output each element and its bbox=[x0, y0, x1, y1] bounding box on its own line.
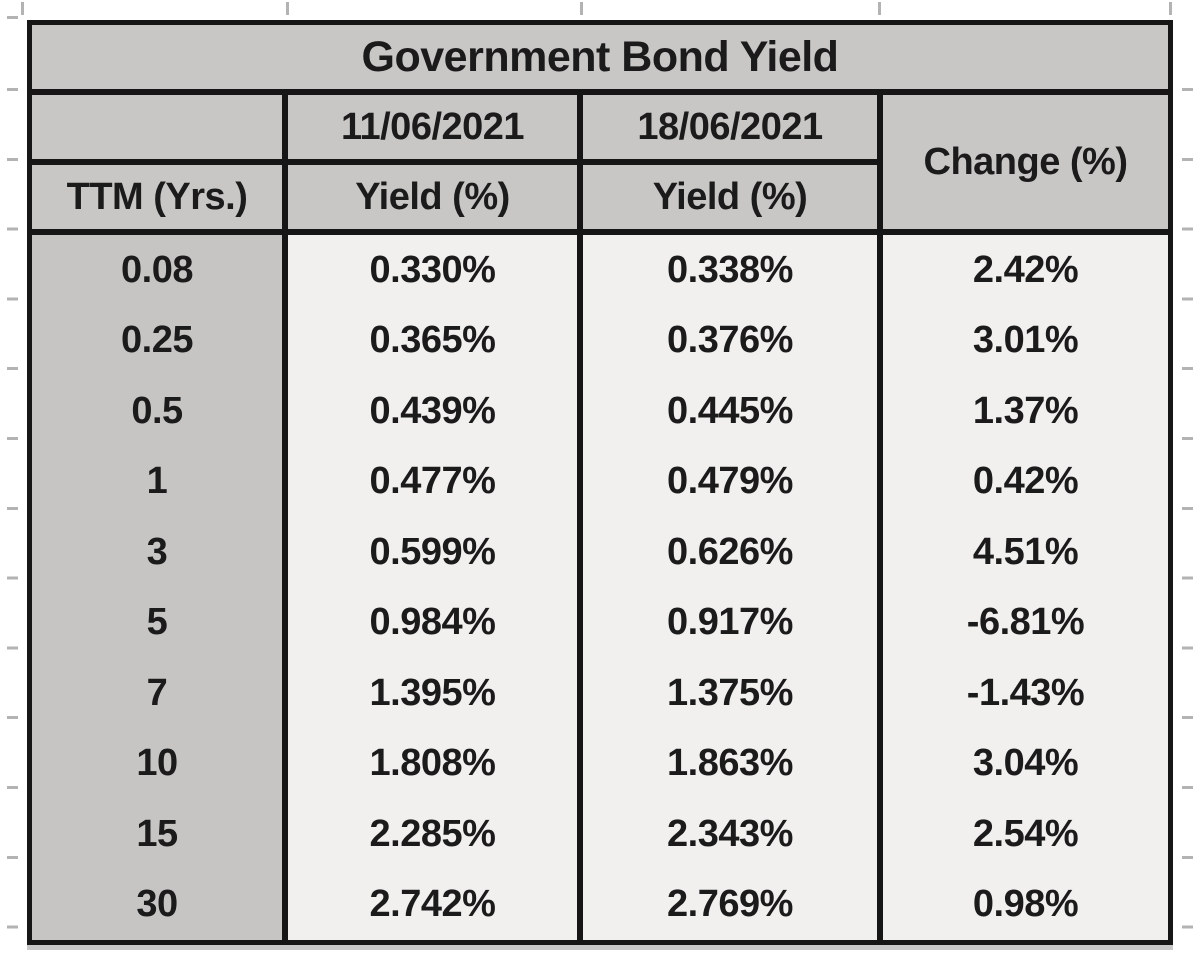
gridline-tick bbox=[878, 2, 881, 15]
yield-value: 1.808% bbox=[369, 742, 496, 785]
ttm-value: 30 bbox=[136, 883, 178, 926]
yield-value: 0.917% bbox=[667, 601, 793, 644]
bond-yield-table: Government Bond Yield 11/06/2021 18/06/2… bbox=[27, 20, 1173, 945]
change-value: 1.37% bbox=[972, 389, 1079, 432]
yield-value: 2.769% bbox=[667, 883, 793, 926]
gridline-tick bbox=[7, 16, 18, 19]
yield-value: 0.338% bbox=[667, 248, 793, 291]
change-value: 3.04% bbox=[972, 742, 1079, 785]
gridline-tick bbox=[286, 2, 289, 15]
yield-value: 0.626% bbox=[667, 530, 793, 573]
yield-value: 1.375% bbox=[667, 671, 793, 714]
ttm-value: 3 bbox=[146, 530, 168, 573]
change-value: 3.01% bbox=[972, 319, 1079, 362]
yield-value: 0.439% bbox=[369, 389, 496, 432]
change-value: 0.98% bbox=[972, 883, 1079, 926]
yield-value: 0.479% bbox=[667, 460, 793, 503]
ttm-value: 1 bbox=[146, 460, 168, 503]
yield-value: 0.330% bbox=[369, 248, 496, 291]
change-value: 2.54% bbox=[972, 812, 1079, 855]
header-date-11-06-2021: 11/06/2021 bbox=[288, 95, 577, 159]
yield-value: 0.984% bbox=[369, 601, 496, 644]
yield-value: 0.445% bbox=[667, 389, 793, 432]
gridline-tick bbox=[21, 2, 24, 15]
gridline-ticks-left bbox=[7, 88, 18, 936]
column-yield-18-06-2021: 0.338% 0.376% 0.445% 0.479% 0.626% 0.917… bbox=[583, 235, 877, 940]
ttm-value: 0.5 bbox=[131, 389, 183, 432]
yield-value: 1.863% bbox=[667, 742, 793, 785]
table-title: Government Bond Yield bbox=[32, 25, 1168, 89]
yield-value: 1.395% bbox=[369, 671, 496, 714]
change-value: 0.42% bbox=[972, 460, 1079, 503]
gridline-ticks-right bbox=[1182, 88, 1193, 936]
ttm-value: 0.08 bbox=[121, 248, 193, 291]
change-value: 2.42% bbox=[972, 248, 1079, 291]
yield-value: 0.477% bbox=[369, 460, 496, 503]
gridline-tick bbox=[1169, 2, 1172, 15]
header-yield-pct-left: Yield (%) bbox=[288, 165, 577, 229]
gridline-tick bbox=[580, 2, 583, 15]
change-value: -6.81% bbox=[966, 601, 1085, 644]
header-ttm-years: TTM (Yrs.) bbox=[32, 165, 282, 229]
corner-blank-cell bbox=[32, 95, 282, 159]
ttm-value: 7 bbox=[146, 671, 168, 714]
change-value: 4.51% bbox=[972, 530, 1079, 573]
ttm-value: 5 bbox=[146, 601, 168, 644]
yield-value: 0.365% bbox=[369, 319, 496, 362]
yield-value: 2.285% bbox=[369, 812, 496, 855]
ttm-value: 15 bbox=[136, 812, 178, 855]
yield-value: 0.376% bbox=[667, 319, 793, 362]
yield-value: 2.742% bbox=[369, 883, 496, 926]
header-change-pct: Change (%) bbox=[883, 95, 1168, 229]
column-change-pct: 2.42% 3.01% 1.37% 0.42% 4.51% -6.81% -1.… bbox=[883, 235, 1168, 940]
column-ttm-values: 0.08 0.25 0.5 1 3 5 7 10 15 30 bbox=[32, 235, 282, 940]
ttm-value: 0.25 bbox=[121, 319, 193, 362]
ttm-value: 10 bbox=[136, 742, 178, 785]
change-value: -1.43% bbox=[966, 671, 1085, 714]
header-yield-pct-right: Yield (%) bbox=[583, 165, 877, 229]
column-yield-11-06-2021: 0.330% 0.365% 0.439% 0.477% 0.599% 0.984… bbox=[288, 235, 577, 940]
header-date-18-06-2021: 18/06/2021 bbox=[583, 95, 877, 159]
yield-value: 2.343% bbox=[667, 812, 793, 855]
yield-value: 0.599% bbox=[369, 530, 496, 573]
